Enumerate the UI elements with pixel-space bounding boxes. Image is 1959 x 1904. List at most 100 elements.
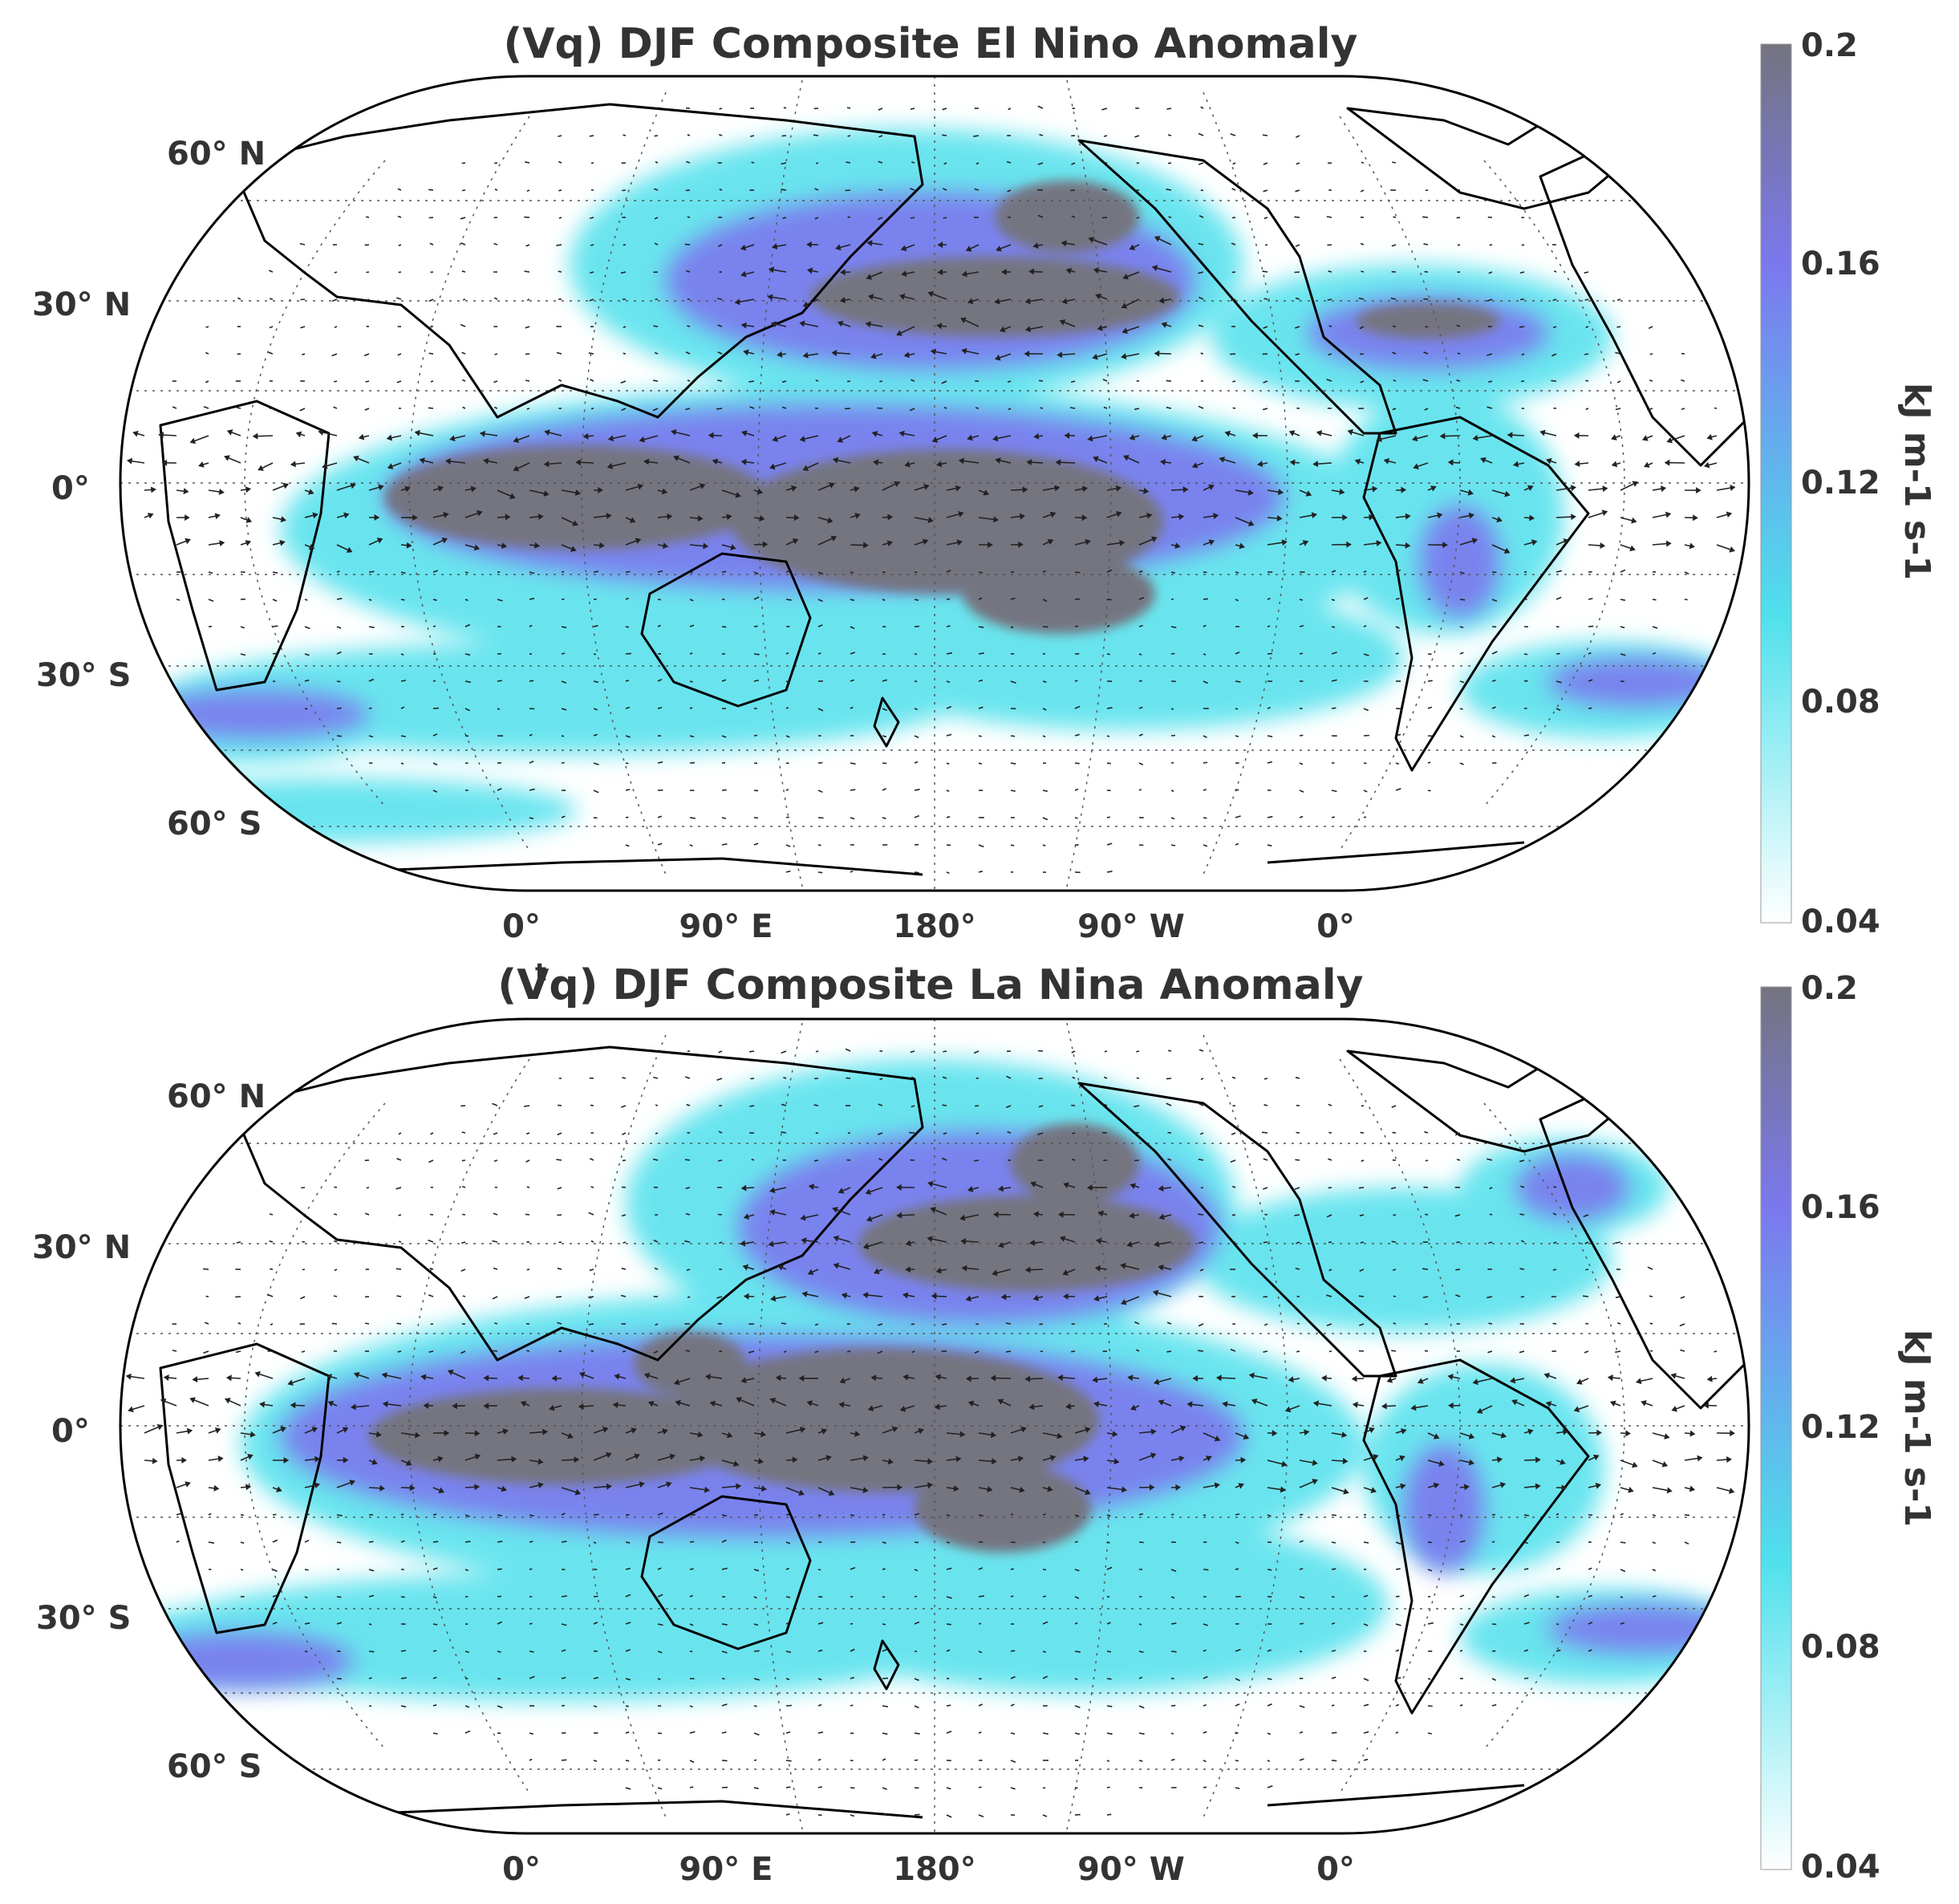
vector-arrow: [978, 1731, 982, 1734]
vector-arrow: [1425, 1159, 1429, 1162]
vector-arrowhead: [574, 1456, 580, 1464]
vector-arrowhead: [1628, 1487, 1634, 1493]
vector-arrowhead: [992, 1269, 998, 1277]
vector-arrow: [1296, 1241, 1300, 1244]
vector-arrow: [1555, 596, 1562, 600]
vector-arrowhead: [699, 1455, 706, 1462]
vector-arrow: [1395, 762, 1400, 765]
vector-arrow: [1489, 1213, 1493, 1216]
vector-arrow: [1008, 108, 1012, 111]
vector-arrow: [785, 1813, 790, 1816]
vector-arrow: [1138, 1732, 1145, 1735]
vector-arrow: [1203, 624, 1207, 627]
vector-arrow: [302, 353, 306, 355]
vector-arrowhead: [1381, 1403, 1387, 1410]
vector-arrow: [1363, 625, 1367, 627]
vector-arrow: [1331, 599, 1335, 602]
vector-arrow: [272, 1539, 278, 1543]
vector-arrow: [748, 380, 755, 383]
vector-arrow: [1294, 1187, 1300, 1190]
vector-arrow: [721, 1539, 727, 1543]
vector-arrow: [753, 1650, 760, 1652]
vector-arrow: [529, 1650, 534, 1653]
vector-arrowhead: [967, 1186, 974, 1192]
vector-arrowhead: [1065, 267, 1073, 274]
vector-arrow: [1235, 651, 1240, 655]
vector-arrow: [1170, 1513, 1174, 1516]
vector-arrow: [654, 217, 659, 220]
colorbar-tick: 0.08: [1801, 1629, 1880, 1666]
vector-arrow: [1106, 1514, 1111, 1517]
vector-arrow: [882, 762, 887, 765]
vector-arrow: [1552, 1212, 1557, 1216]
vector-arrowhead: [801, 1291, 808, 1297]
vector-arrowhead: [537, 1458, 544, 1465]
vector-arrow: [1424, 1350, 1429, 1352]
vector-arrow: [1136, 1050, 1140, 1053]
vector-arrowhead: [1158, 1213, 1165, 1220]
vector-arrowhead: [740, 1240, 746, 1247]
vector-arrow: [781, 1050, 787, 1054]
vector-arrow: [368, 1569, 375, 1572]
vector-arrowhead: [437, 485, 444, 492]
vector-arrowhead: [502, 1428, 509, 1435]
vector-arrowhead: [308, 489, 314, 495]
vector-arrowhead: [961, 347, 967, 355]
vector-arrow: [1235, 1513, 1240, 1516]
vector-arrowhead: [1123, 455, 1130, 461]
vector-arrowhead: [1376, 540, 1382, 546]
vector-arrow: [590, 1104, 594, 1106]
vector-arrow: [914, 1732, 920, 1735]
vector-arrowhead: [997, 1185, 1004, 1192]
vector-arrowhead: [185, 1481, 191, 1488]
vector-arrow: [1199, 1269, 1204, 1272]
vector-arrow: [1042, 599, 1048, 603]
vector-arrow: [1263, 1350, 1268, 1353]
vector-arrowhead: [936, 323, 943, 330]
vector-arrowhead: [476, 509, 483, 517]
vector-arrow: [914, 708, 919, 711]
vector-arrowhead: [602, 1427, 609, 1433]
vector-arrow: [272, 652, 278, 655]
vector-arrow: [653, 380, 659, 382]
vector-arrow: [914, 599, 919, 601]
vector-arrow: [978, 1703, 984, 1707]
vector-arrow: [492, 1102, 498, 1106]
vector-arrow: [1425, 1213, 1429, 1216]
vector-arrow: [432, 762, 438, 766]
vector-arrow: [1393, 1295, 1397, 1297]
vector-arrow: [556, 1159, 562, 1161]
vector-arrowhead: [1252, 432, 1258, 439]
vector-arrow: [336, 1622, 343, 1625]
vector-arrowhead: [901, 270, 907, 277]
vector-arrow: [684, 1159, 691, 1161]
vector-arrowhead: [897, 1484, 903, 1491]
vector-arrowhead: [513, 465, 520, 472]
vector-arrow: [1138, 1650, 1144, 1654]
vector-arrow: [400, 1705, 407, 1708]
vector-arrow: [529, 788, 535, 791]
vector-arrow: [946, 1541, 950, 1544]
vector-arrow: [1328, 1131, 1332, 1134]
vector-arrowhead: [245, 486, 252, 493]
vector-arrow: [717, 380, 723, 382]
vector-arrowhead: [927, 290, 935, 298]
vector-arrow: [1457, 244, 1461, 246]
vector-arrowhead: [1595, 1482, 1602, 1489]
vector-arrow: [1267, 761, 1273, 764]
vector-arrow: [1486, 353, 1493, 356]
vector-arrow: [882, 1787, 887, 1790]
vector-arrow: [1235, 680, 1241, 683]
vector-arrowhead: [1468, 512, 1475, 519]
vector-arrowhead: [854, 1431, 861, 1437]
vector-arrow: [785, 1622, 790, 1625]
vector-arrowhead: [1596, 1429, 1602, 1436]
vector-arrow: [909, 408, 915, 412]
vector-arrowhead: [1447, 459, 1454, 466]
vector-arrow: [1074, 1705, 1081, 1708]
vector-arrow: [1427, 761, 1431, 764]
vector-arrow: [1166, 188, 1172, 191]
vector-arrow: [430, 380, 434, 383]
vector-arrow: [1267, 735, 1273, 737]
vector-arrow: [464, 708, 471, 712]
